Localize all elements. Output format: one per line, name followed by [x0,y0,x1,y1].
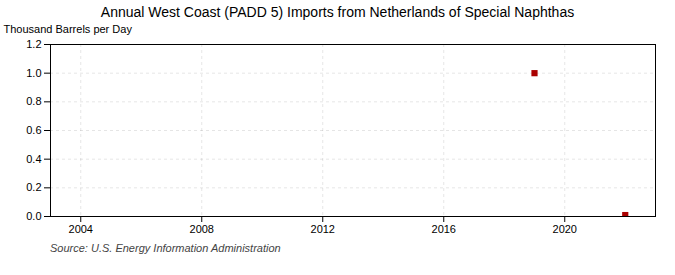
svg-text:Thousand Barrels per Day: Thousand Barrels per Day [4,23,133,35]
html-text:Annual West Coast (PADD 5) Imp: Annual West Coast (PADD 5) Imports from … [100,4,575,20]
html-text:Source: U.S. Energy Informatio: Source: U.S. Energy Information Administ… [50,242,281,254]
svg-text:2008: 2008 [190,223,214,235]
svg-text:2016: 2016 [432,223,456,235]
svg-text:0.0: 0.0 [26,210,41,222]
svg-text:0.2: 0.2 [26,181,41,193]
svg-text:1.2: 1.2 [26,38,41,50]
svg-text:0.4: 0.4 [26,153,41,165]
svg-text:1.0: 1.0 [26,67,41,79]
svg-text:2020: 2020 [553,223,577,235]
svg-text:0.6: 0.6 [26,124,41,136]
svg-text:0.8: 0.8 [26,95,41,107]
svg-text:2004: 2004 [69,223,93,235]
svg-text:2012: 2012 [311,223,335,235]
